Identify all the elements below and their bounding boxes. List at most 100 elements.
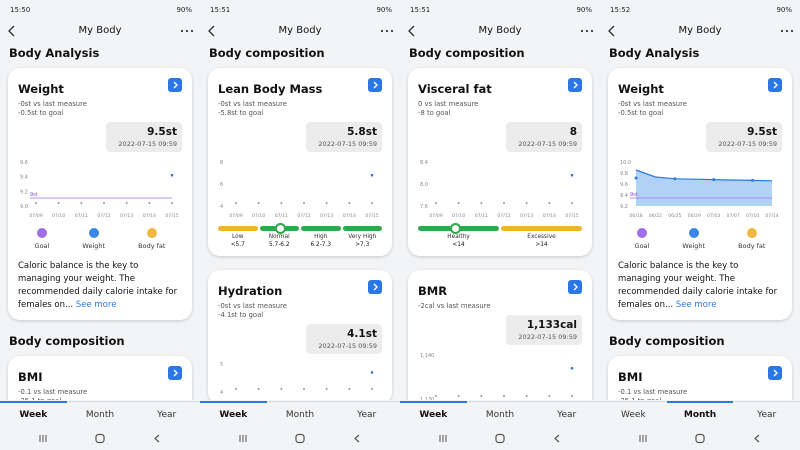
tab[interactable]: Year xyxy=(557,410,577,420)
point xyxy=(673,177,677,181)
details-button[interactable] xyxy=(368,280,382,294)
card-title: Hydration xyxy=(218,284,283,298)
details-button[interactable] xyxy=(568,78,582,92)
card-title: BMI xyxy=(618,370,643,384)
button-chevron xyxy=(373,81,378,89)
x-tick-label: 07/07 xyxy=(727,213,740,219)
card-title: Weight xyxy=(618,82,664,96)
point xyxy=(371,388,373,390)
point xyxy=(548,395,551,397)
goal-label: 9st xyxy=(30,192,38,198)
details-button[interactable] xyxy=(768,78,782,92)
x-tick-label: 07/12 xyxy=(297,213,310,219)
tab[interactable]: Year xyxy=(757,410,777,420)
button-bg xyxy=(368,78,382,92)
point xyxy=(548,202,551,204)
x-tick-label: 06/18 xyxy=(629,213,642,219)
point xyxy=(257,202,260,204)
value: 8 xyxy=(569,126,577,138)
x-tick-label: 07/13 xyxy=(520,213,533,219)
see-more-link[interactable]: See more xyxy=(75,300,117,310)
x-tick-label: 07/15 xyxy=(165,213,178,219)
header-icons xyxy=(208,25,394,37)
goal-label: 9st xyxy=(630,192,638,198)
legend-dot xyxy=(88,228,99,238)
status-bar: 15:50 90% xyxy=(0,0,200,18)
app-header: My Body xyxy=(0,20,200,42)
details-button[interactable] xyxy=(168,366,182,380)
legend-label: Body fat xyxy=(138,242,166,250)
point xyxy=(325,388,328,390)
point xyxy=(80,202,83,204)
point xyxy=(303,388,305,390)
value-box: 8 2022-07-15 09:59 xyxy=(506,122,582,152)
details-button[interactable] xyxy=(568,280,582,294)
section-heading: Body composition xyxy=(9,334,125,348)
latest-point xyxy=(570,366,574,370)
x-tick-label: 07/11 xyxy=(275,213,288,219)
tab[interactable]: Month xyxy=(666,401,734,429)
button-bg xyxy=(568,280,582,294)
point xyxy=(457,395,460,397)
range-segment: Excessive >14 xyxy=(501,226,582,248)
point xyxy=(171,202,173,204)
x-tick-label: 07/12 xyxy=(97,213,110,219)
details-button[interactable] xyxy=(368,78,382,92)
latest-point xyxy=(570,173,574,177)
x-tick-label: 07/13 xyxy=(320,213,333,219)
tab[interactable]: Month xyxy=(85,410,115,420)
menu-dot xyxy=(390,29,394,33)
tab[interactable]: Week xyxy=(200,401,267,429)
range-limits: <5.7 xyxy=(230,242,245,248)
point xyxy=(280,202,283,204)
point xyxy=(457,202,460,204)
legend-item: Goal xyxy=(635,228,649,250)
legend-dot xyxy=(688,228,699,238)
tab[interactable]: Month xyxy=(485,410,515,420)
card-title: Weight xyxy=(18,82,64,96)
range-segment: High 6.2-7.3 xyxy=(301,226,341,248)
legend-label: Body fat xyxy=(738,242,766,250)
card-subline: -0.5st to goal xyxy=(618,109,664,117)
menu-dot xyxy=(780,29,784,33)
status-battery: 90% xyxy=(376,6,392,14)
details-button[interactable] xyxy=(168,78,182,92)
details-button[interactable] xyxy=(768,366,782,380)
point xyxy=(348,388,351,390)
card-subline: -4.1st to goal xyxy=(218,311,264,319)
legend-dot xyxy=(636,228,647,238)
range-color xyxy=(301,226,341,231)
nav-home xyxy=(295,433,305,444)
tab[interactable]: Week xyxy=(621,410,646,420)
phone-screen: 15:50 90% My Body Body Analysis Weight -0st v… xyxy=(0,0,200,450)
x-tick-label: 07/09 xyxy=(29,213,42,219)
nav-bar xyxy=(239,433,360,444)
card-subline: -0st vs last measure xyxy=(218,302,287,310)
x-tick-label: 06/25 xyxy=(668,213,681,219)
header-title: My Body xyxy=(478,25,522,36)
point xyxy=(435,202,437,204)
phone-screen: 15:51 90% My Body Body composition Visceral … xyxy=(400,0,600,450)
tab[interactable]: Month xyxy=(285,410,315,420)
metric-card: BMI -0.1 vs last measure-25.1 to goal xyxy=(8,356,192,400)
metric-card: Weight -0st vs last measure -0.5st to goal… xyxy=(608,68,792,320)
date: 2022-07-15 09:59 xyxy=(118,140,177,148)
nav-back xyxy=(754,434,760,443)
tab[interactable]: Week xyxy=(400,401,467,429)
nav-back xyxy=(154,434,160,443)
tab[interactable]: Year xyxy=(157,410,177,420)
metric-card: BMI -0.1 vs last measure-25.1 to goal xyxy=(608,356,792,400)
legend-item: Body fat xyxy=(138,228,165,250)
menu-dot xyxy=(385,29,389,33)
button-chevron xyxy=(573,283,578,291)
card-subline: -25.1 to goal xyxy=(618,397,782,400)
point xyxy=(35,202,37,204)
tab-bar: Week Month Year xyxy=(0,401,200,429)
y-tick-label: 4 xyxy=(220,390,223,396)
tab[interactable]: Year xyxy=(357,410,377,420)
see-more-link[interactable]: See more xyxy=(675,300,717,310)
legend-dot xyxy=(146,228,157,238)
tab[interactable]: Week xyxy=(0,401,67,429)
back-button xyxy=(208,25,215,37)
